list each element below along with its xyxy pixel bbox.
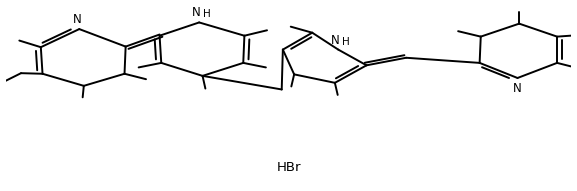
Text: H: H (203, 9, 211, 19)
Text: HBr: HBr (276, 161, 301, 174)
Text: N: N (192, 6, 201, 19)
Text: N: N (331, 34, 340, 47)
Text: H: H (342, 37, 350, 47)
Text: N: N (73, 13, 81, 26)
Text: N: N (513, 82, 522, 95)
